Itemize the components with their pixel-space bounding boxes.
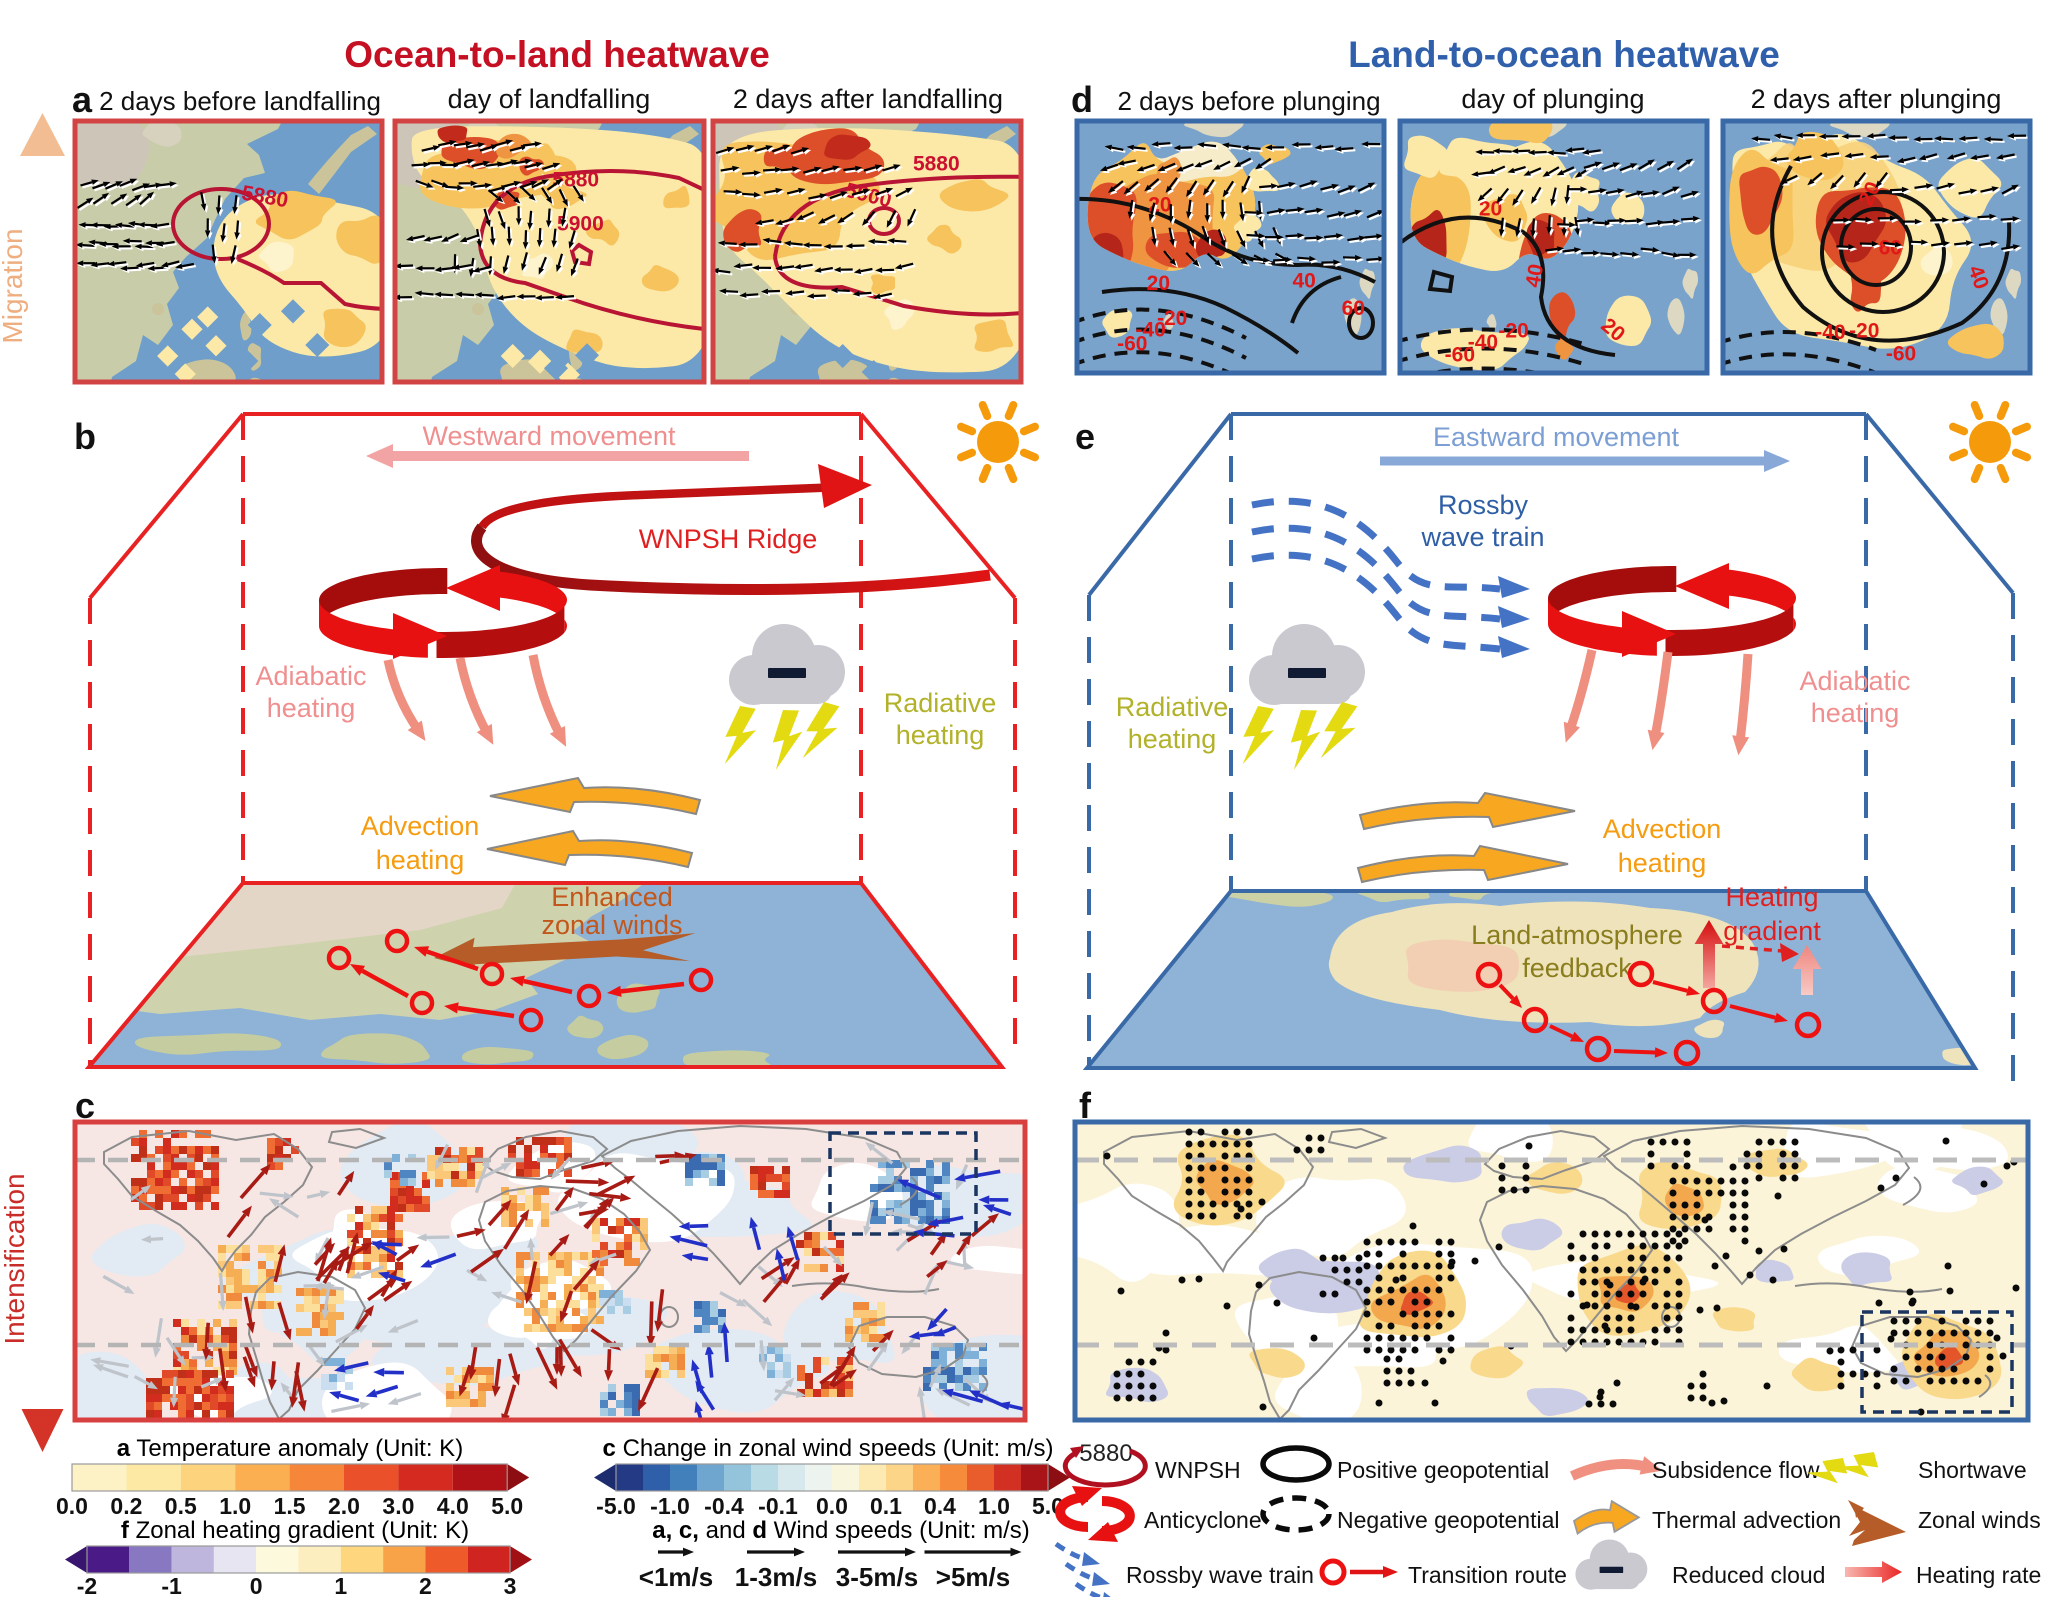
svg-text:4.0: 4.0 <box>437 1493 469 1519</box>
svg-text:WNPSH Ridge: WNPSH Ridge <box>639 524 818 554</box>
svg-text:Advection: Advection <box>1603 814 1722 844</box>
svg-text:>5m/s: >5m/s <box>936 1562 1010 1592</box>
svg-text:Adiabatic: Adiabatic <box>1799 666 1910 696</box>
svg-text:20: 20 <box>1147 272 1170 295</box>
svg-text:2: 2 <box>419 1573 432 1597</box>
svg-text:Westward movement: Westward movement <box>422 421 676 451</box>
svg-text:0.4: 0.4 <box>924 1493 956 1519</box>
svg-text:-5.0: -5.0 <box>596 1493 636 1519</box>
svg-text:-60: -60 <box>1445 344 1475 367</box>
svg-text:Positive geopotential: Positive geopotential <box>1337 1457 1549 1483</box>
svg-text:2 days before landfalling: 2 days before landfalling <box>99 86 381 116</box>
svg-text:-1: -1 <box>161 1573 182 1597</box>
svg-text:1.0: 1.0 <box>219 1493 251 1519</box>
svg-text:Intensification: Intensification <box>0 1173 30 1344</box>
svg-text:1: 1 <box>334 1573 347 1597</box>
svg-text:heating: heating <box>1128 724 1217 754</box>
svg-text:60: 60 <box>1342 297 1365 320</box>
svg-text:0.0: 0.0 <box>816 1493 848 1519</box>
svg-text:3-5m/s: 3-5m/s <box>836 1562 918 1592</box>
svg-text:0: 0 <box>250 1573 263 1597</box>
svg-text:5880: 5880 <box>1079 1440 1132 1467</box>
svg-text:e: e <box>1075 416 1095 457</box>
svg-text:2 days after landfalling: 2 days after landfalling <box>733 84 1003 114</box>
svg-text:a, c, and d Wind speeds (Unit:: a, c, and d Wind speeds (Unit: m/s) <box>652 1517 1030 1544</box>
svg-text:Land-to-ocean heatwave: Land-to-ocean heatwave <box>1348 34 1780 75</box>
svg-text:-20: -20 <box>1498 320 1528 343</box>
svg-text:wave train: wave train <box>1420 522 1544 552</box>
svg-text:heating: heating <box>1811 698 1900 728</box>
svg-text:a Temperature anomaly (Unit: K: a Temperature anomaly (Unit: K) <box>117 1435 463 1462</box>
svg-text:Shortwave: Shortwave <box>1918 1457 2027 1483</box>
svg-text:Reduced cloud: Reduced cloud <box>1672 1562 1825 1588</box>
svg-text:Radiative: Radiative <box>1116 692 1229 722</box>
svg-text:-0.4: -0.4 <box>704 1493 744 1519</box>
svg-text:Zonal winds: Zonal winds <box>1918 1507 2041 1533</box>
svg-text:WNPSH: WNPSH <box>1155 1457 1241 1483</box>
svg-text:Migration: Migration <box>0 228 28 343</box>
svg-text:Transition route: Transition route <box>1408 1562 1567 1588</box>
svg-text:day of plunging: day of plunging <box>1461 84 1644 114</box>
svg-text:Anticyclone: Anticyclone <box>1144 1507 1262 1533</box>
svg-text:0.5: 0.5 <box>165 1493 197 1519</box>
svg-text:2 days before plunging: 2 days before plunging <box>1117 86 1380 116</box>
svg-text:40: 40 <box>1522 262 1549 289</box>
svg-text:feedback: feedback <box>1522 953 1632 983</box>
svg-text:Adiabatic: Adiabatic <box>255 661 366 691</box>
svg-text:-0.1: -0.1 <box>758 1493 798 1519</box>
svg-text:1.5: 1.5 <box>274 1493 306 1519</box>
svg-text:Heating rate: Heating rate <box>1916 1562 2041 1588</box>
svg-text:Rossby: Rossby <box>1438 490 1529 520</box>
svg-text:d: d <box>1071 79 1093 120</box>
svg-text:3: 3 <box>504 1573 517 1597</box>
svg-text:5880: 5880 <box>913 153 960 176</box>
svg-text:-40: -40 <box>1815 321 1845 344</box>
svg-text:heating: heating <box>1618 848 1707 878</box>
svg-text:heating: heating <box>896 720 985 750</box>
svg-text:Subsidence flow: Subsidence flow <box>1652 1457 1820 1483</box>
svg-text:0.1: 0.1 <box>870 1493 902 1519</box>
svg-text:2.0: 2.0 <box>328 1493 360 1519</box>
svg-text:-60: -60 <box>1117 332 1147 355</box>
svg-text:gradient: gradient <box>1723 916 1821 946</box>
svg-text:Enhanced: Enhanced <box>551 882 673 912</box>
svg-text:heating: heating <box>267 693 356 723</box>
svg-text:1.0: 1.0 <box>978 1493 1010 1519</box>
svg-text:heating: heating <box>376 845 465 875</box>
svg-text:Thermal advection: Thermal advection <box>1652 1507 1841 1533</box>
svg-text:-2: -2 <box>77 1573 97 1597</box>
svg-text:Radiative: Radiative <box>884 688 997 718</box>
svg-text:5.0: 5.0 <box>491 1493 523 1519</box>
svg-text:40: 40 <box>1293 269 1316 292</box>
svg-text:<1m/s: <1m/s <box>639 1562 713 1592</box>
svg-text:Heating: Heating <box>1725 882 1818 912</box>
svg-text:f Zonal heating gradient (Unit: f Zonal heating gradient (Unit: K) <box>121 1517 469 1544</box>
svg-text:3.0: 3.0 <box>382 1493 414 1519</box>
svg-text:-1.0: -1.0 <box>650 1493 690 1519</box>
svg-text:Eastward movement: Eastward movement <box>1433 422 1680 452</box>
svg-text:day of landfalling: day of landfalling <box>448 84 651 114</box>
svg-text:Rossby wave train: Rossby wave train <box>1126 1562 1314 1588</box>
svg-text:b: b <box>74 416 96 457</box>
svg-text:2 days after plunging: 2 days after plunging <box>1751 84 2002 114</box>
svg-text:-60: -60 <box>1886 342 1916 365</box>
svg-text:c Change in zonal wind speeds: c Change in zonal wind speeds (Unit: m/s… <box>603 1435 1054 1462</box>
svg-text:Negative geopotential: Negative geopotential <box>1337 1507 1560 1533</box>
svg-text:0.2: 0.2 <box>110 1493 142 1519</box>
svg-text:0.0: 0.0 <box>56 1493 88 1519</box>
svg-text:Ocean-to-land heatwave: Ocean-to-land heatwave <box>344 34 770 75</box>
svg-text:-20: -20 <box>1849 320 1879 343</box>
svg-text:1-3m/s: 1-3m/s <box>735 1562 817 1592</box>
svg-text:a: a <box>72 79 93 120</box>
svg-text:Land-atmosphere: Land-atmosphere <box>1471 920 1683 950</box>
svg-text:Advection: Advection <box>361 811 480 841</box>
svg-text:zonal winds: zonal winds <box>541 910 682 940</box>
